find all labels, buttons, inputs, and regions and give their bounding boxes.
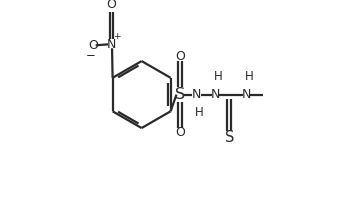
Text: O: O [106,0,117,11]
Text: O: O [175,50,185,63]
Text: −: − [85,49,95,62]
Text: N: N [210,88,220,101]
Text: N: N [107,38,116,51]
Text: N: N [192,88,201,101]
Text: H: H [195,106,204,119]
Text: N: N [241,88,251,101]
Text: +: + [113,32,120,41]
Text: H: H [245,70,254,83]
Text: S: S [224,130,234,145]
Text: O: O [88,39,98,52]
Text: O: O [175,126,185,139]
Text: H: H [214,70,223,83]
Text: S: S [175,87,185,102]
